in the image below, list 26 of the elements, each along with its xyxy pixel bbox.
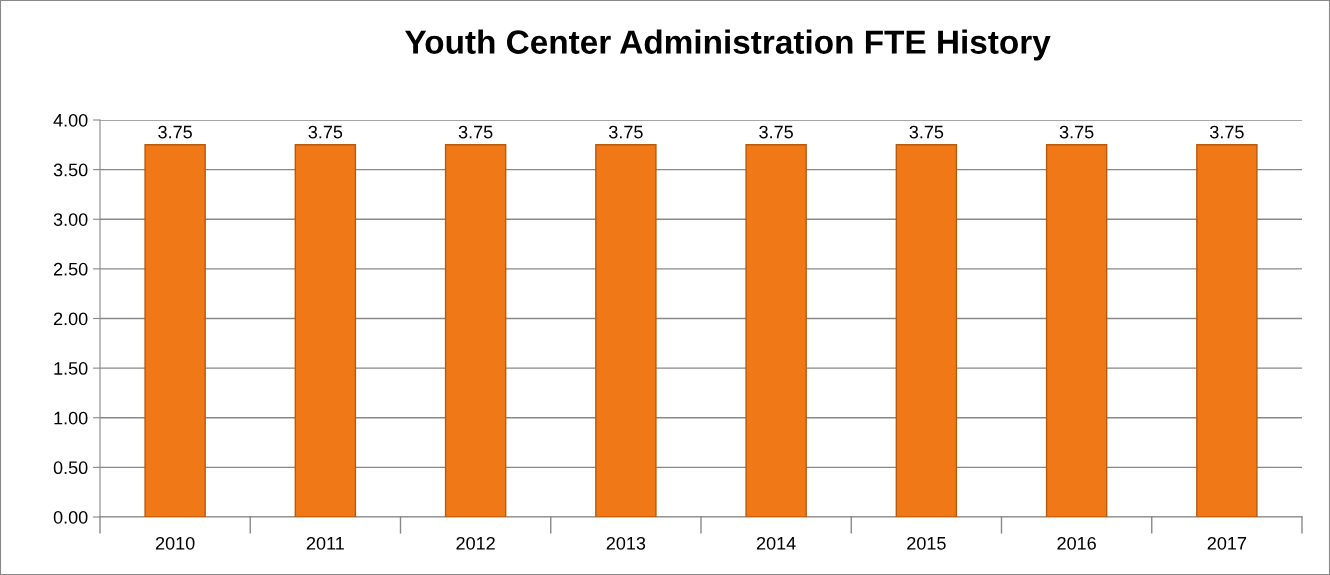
- y-tick-label: 1.50: [54, 362, 88, 375]
- x-tick-label: 2017: [1207, 536, 1247, 550]
- y-tick-label: 2.00: [53, 312, 88, 326]
- data-label: 3.75: [1059, 125, 1094, 139]
- data-label: 3.75: [458, 125, 493, 139]
- data-label: 3.75: [909, 125, 944, 139]
- x-tick-label: 2012: [456, 536, 495, 550]
- x-tick-label: 2014: [756, 536, 796, 550]
- x-tick-label: 2011: [306, 536, 344, 550]
- x-tick-label: 2013: [606, 536, 646, 550]
- y-tick-label: 4.00: [53, 113, 88, 127]
- chart-title: Youth Center Administration FTE History: [405, 29, 1051, 61]
- y-tick-label: 3.00: [53, 213, 88, 226]
- data-label: 3.75: [608, 125, 643, 139]
- data-label: 3.75: [759, 125, 793, 139]
- y-tick-label: 2.50: [53, 262, 88, 276]
- x-tick-label: 2010: [155, 536, 195, 550]
- data-label: 3.75: [1209, 125, 1244, 139]
- data-label: 3.75: [308, 125, 343, 139]
- y-tick-label: 0.50: [53, 461, 88, 475]
- y-tick-label: 3.50: [53, 163, 88, 177]
- data-label: 3.75: [158, 125, 192, 139]
- x-tick-label: 2015: [907, 536, 946, 550]
- y-tick-label: 0.00: [53, 510, 88, 524]
- x-tick-label: 2016: [1057, 536, 1096, 550]
- y-tick-label: 1.00: [54, 411, 88, 425]
